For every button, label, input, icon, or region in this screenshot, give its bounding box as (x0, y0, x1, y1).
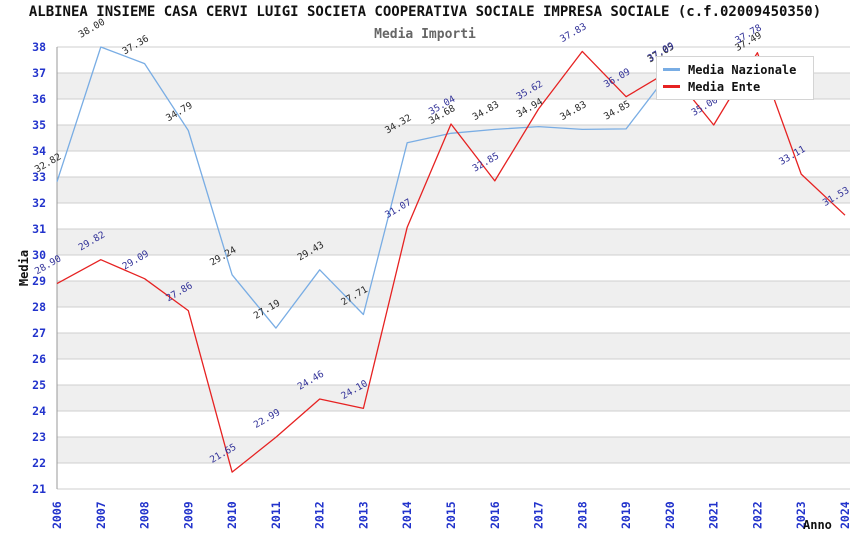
y-tick-label: 32 (32, 196, 46, 210)
y-tick-label: 38 (32, 40, 46, 54)
grid-band (57, 125, 850, 151)
x-tick-label: 2017 (532, 501, 546, 529)
x-tick-label: 2015 (444, 501, 458, 529)
x-tick-label: 2013 (356, 501, 370, 529)
nazionale-line-swatch-icon (663, 68, 680, 71)
grid-band (57, 437, 850, 463)
x-tick-label: 2022 (750, 501, 764, 529)
y-axis-title: Media (17, 249, 31, 287)
data-label: 34.83 (471, 99, 501, 123)
ente-line-swatch-icon (663, 85, 680, 88)
data-label: 34.83 (558, 99, 588, 123)
y-tick-label: 28 (32, 300, 46, 314)
legend-item-nazionale: Media Nazionale (663, 61, 807, 78)
y-tick-label: 35 (32, 118, 46, 132)
x-tick-label: 2014 (400, 501, 414, 529)
y-tick-label: 34 (32, 144, 46, 158)
x-tick-label: 2007 (94, 501, 108, 529)
y-tick-label: 30 (32, 248, 46, 262)
data-label: 34.79 (164, 100, 195, 124)
x-tick-label: 2006 (50, 501, 64, 529)
y-tick-label: 26 (32, 352, 46, 366)
x-tick-label: 2019 (619, 501, 633, 529)
legend-box: Media Nazionale Media Ente (656, 56, 814, 100)
data-label: 32.85 (471, 151, 501, 175)
x-axis-title: Anno (803, 518, 832, 532)
y-tick-label: 31 (32, 222, 46, 236)
x-tick-label: 2010 (225, 501, 239, 529)
y-tick-label: 22 (32, 456, 46, 470)
data-label: 34.85 (602, 99, 632, 123)
x-tick-label: 2012 (313, 501, 327, 529)
grid-band (57, 281, 850, 307)
x-tick-label: 2016 (488, 501, 502, 529)
x-tick-label: 2009 (181, 501, 195, 529)
legend-label-ente: Media Ente (688, 79, 761, 94)
y-tick-label: 29 (32, 274, 46, 288)
legend-label-nazionale: Media Nazionale (688, 62, 797, 77)
legend-item-ente: Media Ente (663, 78, 807, 95)
grid-band (57, 333, 850, 359)
y-tick-label: 21 (32, 482, 46, 496)
series-line-media-ente (56, 50, 846, 473)
grid-band (57, 385, 850, 411)
series-line-media-nazionale (56, 46, 758, 329)
grid-band (57, 229, 850, 255)
y-tick-label: 37 (32, 66, 46, 80)
grid-band (57, 177, 850, 203)
y-tick-label: 24 (32, 404, 46, 418)
x-tick-label: 2008 (138, 501, 152, 529)
x-tick-label: 2024 (838, 501, 850, 529)
y-tick-label: 27 (32, 326, 46, 340)
x-tick-label: 2011 (269, 501, 283, 529)
y-tick-label: 33 (32, 170, 46, 184)
chart-subtitle: Media Importi (374, 27, 476, 42)
y-tick-label: 25 (32, 378, 46, 392)
x-tick-label: 2021 (707, 501, 721, 529)
y-tick-label: 36 (32, 92, 46, 106)
x-tick-label: 2018 (575, 501, 589, 529)
chart-title: ALBINEA INSIEME CASA CERVI LUIGI SOCIETA… (28, 4, 822, 20)
y-tick-label: 23 (32, 430, 46, 444)
x-tick-label: 2023 (794, 501, 808, 529)
x-tick-label: 2020 (663, 501, 677, 529)
